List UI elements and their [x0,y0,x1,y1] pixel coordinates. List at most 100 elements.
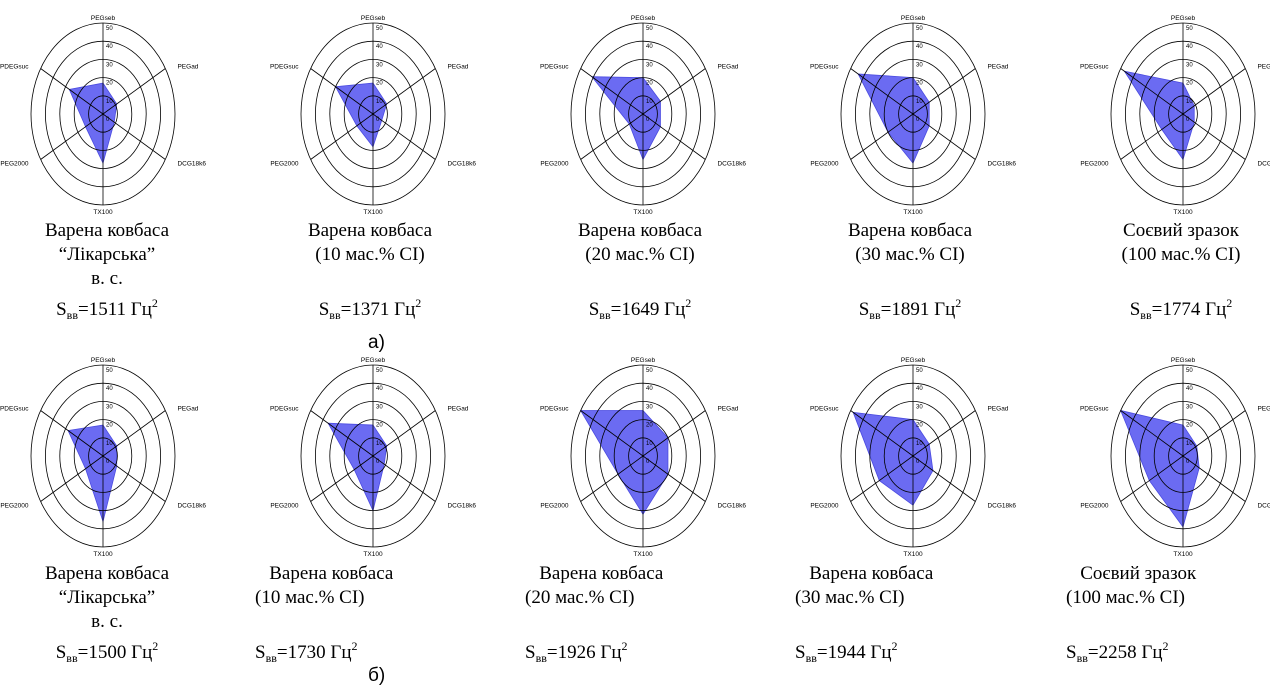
radar-axis-label: PEGad [177,64,198,71]
radar-axis-label: PEG2000 [270,161,299,168]
radar-axis-label: DCG18k6 [987,503,1016,510]
radar-axis-label: PDEGsuc [540,64,569,71]
radar-axis-label: PDEGsuc [270,406,299,413]
radar-axis-label: PDEGsuc [1080,406,1109,413]
radar-spoke [40,455,104,502]
radar-spoke [580,455,644,502]
radar-area [579,410,669,515]
radar-axis-label: TX100 [1173,209,1193,216]
radar-axis-label: DCG18k6 [447,503,476,510]
radar-tick-label: 40 [106,44,113,50]
radar-tick-label: 40 [1186,44,1193,50]
radar-tick-label: 50 [916,26,923,32]
radar-spoke [642,113,706,160]
radar-axis-label: TX100 [903,209,923,216]
radar-tick-label: 50 [376,368,383,374]
radar-axis-label: PEG2000 [0,503,29,510]
radar-axis-label: PEG2000 [810,161,839,168]
radar-svg: PEGseb PEGad DCG18k6 TX100 PEG2000 PDEGsuc 0 10… [810,357,1016,558]
radar-spoke [912,410,976,457]
radar-svg: PEGseb PEGad DCG18k6 TX100 PEG2000 PDEGsuc 0 10… [540,15,746,216]
radar-axis-label: TX100 [93,209,113,216]
sensitivity-value: Sвв=1371 Гц2 [318,296,422,322]
radar-tick-label: 20 [916,81,923,87]
caption-line: Соєвий зразок [1123,220,1239,241]
radar-tick-label: 0 [376,459,380,465]
chart-caption: Соєвий зразок (100 мас.% СІ) Sвв=2258 Гц2 [1066,562,1270,670]
radar-spoke [310,455,374,502]
radar-tick-label: 20 [646,423,653,429]
radar-axis-label: PEGad [1257,406,1270,413]
radar-axis-label: PEG2000 [540,503,569,510]
radar-axis-label: PEG2000 [1080,503,1109,510]
radar-spoke [102,455,166,502]
radar-spoke [310,410,374,457]
radar-area [1123,70,1195,161]
radar-svg: PEGseb PEGad DCG18k6 TX100 PEG2000 PDEGsuc 0 10… [810,15,1016,216]
radar-axis-label: PEGseb [1171,15,1196,22]
radar-axis-label: PEG2000 [810,503,839,510]
radar-tick-label: 30 [1186,62,1193,68]
chart-caption: Варена ковбаса (20 мас.% СІ) Sвв=1926 Гц2 [525,562,755,670]
radar-tick-label: 20 [916,423,923,429]
radar-tick-label: 40 [1186,386,1193,392]
radar-tick-label: 30 [376,62,383,68]
radar-spoke [102,113,166,160]
radar-spoke [580,410,644,457]
radar-tick-label: 10 [106,99,113,105]
radar-spoke [580,113,644,160]
radar-spoke [642,410,706,457]
radar-chart: PEGseb PEGad DCG18k6 TX100 PEG2000 PDEGsuc 0 10… [808,354,1018,558]
radar-axis-label: PEGseb [1171,357,1196,364]
radar-axis-label: PDEGsuc [540,406,569,413]
radar-tick-label: 50 [376,26,383,32]
radar-axis-label: TX100 [633,209,653,216]
radar-tick-label: 20 [106,423,113,429]
caption-line: (10 мас.% СІ) [255,587,365,608]
radar-svg: PEGseb PEGad DCG18k6 TX100 PEG2000 PDEGsuc 0 10… [1080,15,1270,216]
radar-tick-label: 20 [376,81,383,87]
caption-line: Варена ковбаса [44,220,170,241]
caption-line: (10 мас.% СІ) [315,244,425,265]
caption-line: в. с. [91,611,123,632]
radar-axis-label: PDEGsuc [810,406,839,413]
radar-chart: PEGseb PEGad DCG18k6 TX100 PEG2000 PDEGsuc 0 10… [268,12,478,216]
caption-line: Варена ковбаса [44,563,170,584]
radar-axis-label: PEG2000 [0,161,29,168]
radar-spoke [372,410,436,457]
radar-tick-label: 40 [646,44,653,50]
radar-axis-label: PEGad [987,406,1008,413]
radar-tick-label: 20 [646,81,653,87]
radar-tick-label: 20 [376,423,383,429]
radar-spoke [912,68,976,115]
radar-axis-label: PEGad [987,64,1008,71]
radar-axis-label: DCG18k6 [1257,503,1270,510]
radar-chart: PEGseb PEGad DCG18k6 TX100 PEG2000 PDEGsuc 0 10… [268,354,478,558]
radar-spoke [40,113,104,160]
radar-spoke [850,68,914,115]
sensitivity-value: Sвв=1500 Гц2 [55,639,159,665]
radar-tick-label: 10 [1186,441,1193,447]
radar-axis-label: PEG2000 [270,503,299,510]
radar-tick-label: 40 [646,386,653,392]
chart-caption: Варена ковбаса “Лікарська” в. с. Sвв=1511 Г… [0,219,222,327]
radar-spoke [1120,113,1184,160]
radar-spoke [642,68,706,115]
panel-label-b: б) [368,665,386,686]
radar-tick-label: 20 [106,81,113,87]
radar-axis-label: PDEGsuc [270,64,299,71]
radar-tick-label: 10 [646,441,653,447]
radar-spoke [372,113,436,160]
radar-axis-label: PEGad [717,406,738,413]
radar-chart: PEGseb PEGad DCG18k6 TX100 PEG2000 PDEGsuc 0 10… [538,354,748,558]
radar-axis-label: PEGad [447,406,468,413]
radar-tick-label: 0 [916,459,920,465]
sensitivity-value: Sвв=1926 Гц2 [525,639,628,665]
radar-tick-label: 10 [646,99,653,105]
radar-axis-label: PDEGsuc [0,406,29,413]
panel-label-a: а) [368,332,385,353]
radar-axis-label: DCG18k6 [447,161,476,168]
radar-spoke [372,455,436,502]
caption-line: Варена ковбаса [795,563,934,584]
chart-caption: Соєвий зразок (100 мас.% СІ) Sвв=1774 Гц2 [1066,219,1270,327]
